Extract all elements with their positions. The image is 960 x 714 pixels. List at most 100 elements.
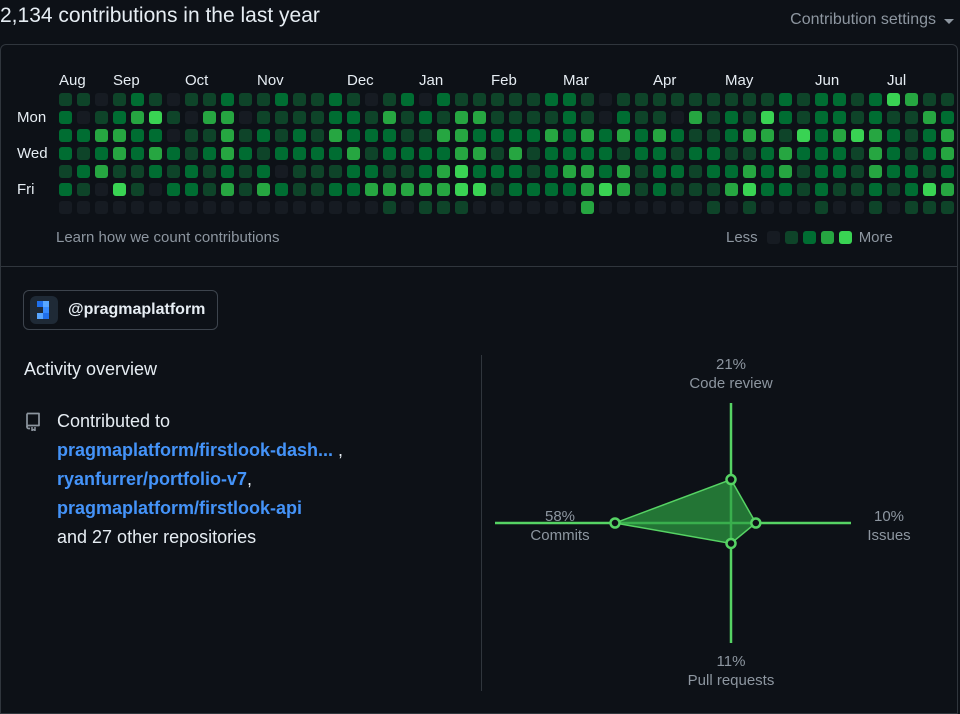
contribution-day-cell[interactable] <box>185 165 198 178</box>
contribution-day-cell[interactable] <box>347 147 360 160</box>
contribution-day-cell[interactable] <box>581 165 594 178</box>
contribution-day-cell[interactable] <box>401 201 414 214</box>
contribution-day-cell[interactable] <box>95 147 108 160</box>
contribution-day-cell[interactable] <box>761 201 774 214</box>
contribution-day-cell[interactable] <box>887 111 900 124</box>
contribution-day-cell[interactable] <box>887 183 900 196</box>
contribution-day-cell[interactable] <box>653 183 666 196</box>
contribution-day-cell[interactable] <box>473 147 486 160</box>
contribution-day-cell[interactable] <box>131 147 144 160</box>
contribution-day-cell[interactable] <box>437 129 450 142</box>
contribution-day-cell[interactable] <box>887 201 900 214</box>
contribution-day-cell[interactable] <box>599 201 612 214</box>
contribution-day-cell[interactable] <box>923 111 936 124</box>
contribution-day-cell[interactable] <box>527 183 540 196</box>
contribution-day-cell[interactable] <box>113 147 126 160</box>
contribution-day-cell[interactable] <box>113 93 126 106</box>
contribution-day-cell[interactable] <box>725 111 738 124</box>
contribution-day-cell[interactable] <box>113 111 126 124</box>
contribution-day-cell[interactable] <box>329 201 342 214</box>
contribution-day-cell[interactable] <box>635 93 648 106</box>
contribution-settings-button[interactable]: Contribution settings <box>790 11 954 29</box>
contribution-day-cell[interactable] <box>95 165 108 178</box>
contribution-day-cell[interactable] <box>131 111 144 124</box>
contribution-day-cell[interactable] <box>491 201 504 214</box>
contribution-day-cell[interactable] <box>617 165 630 178</box>
contribution-day-cell[interactable] <box>203 201 216 214</box>
contribution-day-cell[interactable] <box>761 165 774 178</box>
contribution-day-cell[interactable] <box>545 111 558 124</box>
contribution-day-cell[interactable] <box>923 129 936 142</box>
contribution-day-cell[interactable] <box>365 201 378 214</box>
contribution-day-cell[interactable] <box>905 111 918 124</box>
contribution-day-cell[interactable] <box>581 129 594 142</box>
contribution-day-cell[interactable] <box>509 147 522 160</box>
contribution-day-cell[interactable] <box>887 147 900 160</box>
contribution-day-cell[interactable] <box>365 129 378 142</box>
contribution-day-cell[interactable] <box>527 93 540 106</box>
contribution-day-cell[interactable] <box>401 147 414 160</box>
contribution-day-cell[interactable] <box>527 129 540 142</box>
contribution-day-cell[interactable] <box>419 111 432 124</box>
contribution-day-cell[interactable] <box>77 165 90 178</box>
contribution-day-cell[interactable] <box>797 201 810 214</box>
contribution-day-cell[interactable] <box>239 129 252 142</box>
contribution-day-cell[interactable] <box>509 183 522 196</box>
contribution-day-cell[interactable] <box>509 165 522 178</box>
contribution-day-cell[interactable] <box>689 201 702 214</box>
contribution-day-cell[interactable] <box>797 183 810 196</box>
contribution-day-cell[interactable] <box>311 165 324 178</box>
contribution-day-cell[interactable] <box>833 201 846 214</box>
contribution-day-cell[interactable] <box>653 129 666 142</box>
contribution-day-cell[interactable] <box>581 147 594 160</box>
contribution-day-cell[interactable] <box>257 201 270 214</box>
contribution-day-cell[interactable] <box>257 147 270 160</box>
contribution-day-cell[interactable] <box>563 183 576 196</box>
contribution-day-cell[interactable] <box>275 111 288 124</box>
contribution-day-cell[interactable] <box>707 111 720 124</box>
contribution-day-cell[interactable] <box>149 165 162 178</box>
contribution-day-cell[interactable] <box>671 93 684 106</box>
contribution-day-cell[interactable] <box>419 93 432 106</box>
contribution-day-cell[interactable] <box>779 93 792 106</box>
contribution-day-cell[interactable] <box>221 165 234 178</box>
contribution-day-cell[interactable] <box>329 165 342 178</box>
contribution-day-cell[interactable] <box>599 129 612 142</box>
contribution-day-cell[interactable] <box>239 111 252 124</box>
contribution-day-cell[interactable] <box>617 93 630 106</box>
contribution-day-cell[interactable] <box>851 129 864 142</box>
contribution-day-cell[interactable] <box>833 129 846 142</box>
contribution-day-cell[interactable] <box>545 201 558 214</box>
contribution-day-cell[interactable] <box>383 111 396 124</box>
contribution-day-cell[interactable] <box>851 147 864 160</box>
contribution-day-cell[interactable] <box>203 183 216 196</box>
contribution-day-cell[interactable] <box>527 201 540 214</box>
contribution-day-cell[interactable] <box>563 165 576 178</box>
contribution-day-cell[interactable] <box>653 93 666 106</box>
contribution-day-cell[interactable] <box>419 183 432 196</box>
contribution-day-cell[interactable] <box>635 201 648 214</box>
contribution-day-cell[interactable] <box>455 201 468 214</box>
contribution-day-cell[interactable] <box>923 147 936 160</box>
contribution-day-cell[interactable] <box>653 165 666 178</box>
contribution-day-cell[interactable] <box>851 201 864 214</box>
contribution-day-cell[interactable] <box>347 111 360 124</box>
contribution-day-cell[interactable] <box>617 147 630 160</box>
contribution-day-cell[interactable] <box>635 183 648 196</box>
contribution-day-cell[interactable] <box>221 201 234 214</box>
contribution-day-cell[interactable] <box>491 129 504 142</box>
contribution-day-cell[interactable] <box>833 147 846 160</box>
contribution-day-cell[interactable] <box>275 201 288 214</box>
contribution-day-cell[interactable] <box>887 129 900 142</box>
contribution-day-cell[interactable] <box>473 183 486 196</box>
contribution-day-cell[interactable] <box>311 147 324 160</box>
contribution-day-cell[interactable] <box>185 201 198 214</box>
contribution-day-cell[interactable] <box>239 147 252 160</box>
contribution-day-cell[interactable] <box>617 201 630 214</box>
contribution-day-cell[interactable] <box>779 147 792 160</box>
contribution-day-cell[interactable] <box>743 93 756 106</box>
contribution-day-cell[interactable] <box>941 201 954 214</box>
contribution-day-cell[interactable] <box>905 201 918 214</box>
contribution-day-cell[interactable] <box>941 111 954 124</box>
contribution-day-cell[interactable] <box>923 183 936 196</box>
